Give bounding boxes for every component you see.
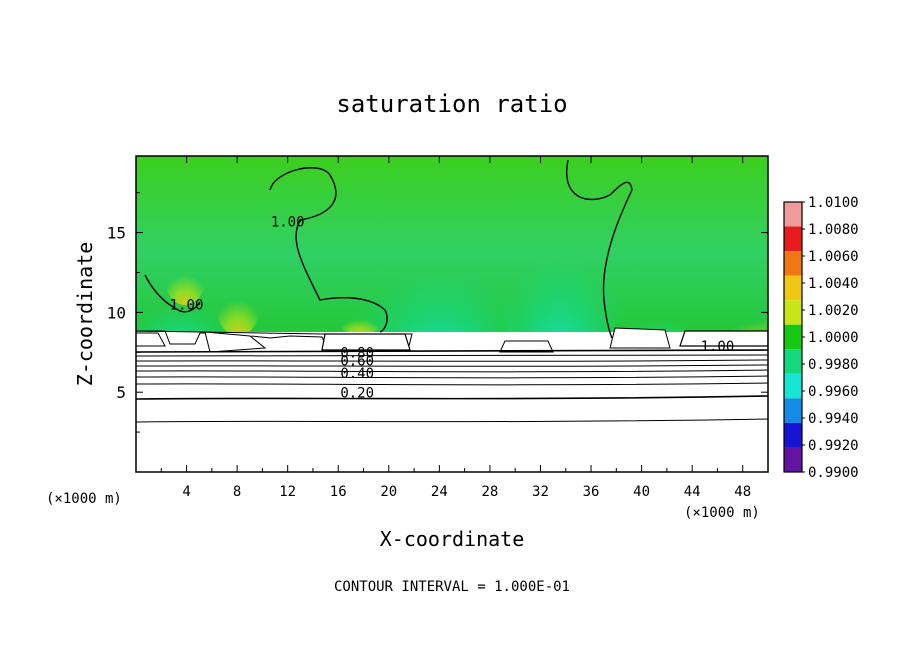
colorbar-swatch [784,422,802,448]
chart-title: saturation ratio [336,90,567,118]
x-tick-label: 4 [182,484,190,500]
cloud-bump-2 [321,333,411,351]
plot-frame [135,155,769,473]
colorbar-swatch [784,275,802,301]
y-axis-title: Z-coordinate [73,242,97,387]
contour-label: 0.80 [340,345,374,361]
x-tick-label: 20 [380,484,397,500]
x-tick-label: 36 [583,484,600,500]
colorbar-swatch [784,373,802,399]
x-tick-label: 24 [431,484,448,500]
x-axis-title: X-coordinate [380,527,525,551]
contour-label: 0.40 [340,366,374,382]
colorbar-label: 0.9920 [808,438,859,454]
colorbar-swatch [784,324,802,350]
colorbar: 1.0100 1.0080 1.0060 1.0040 1.0020 1.0000 0.99… [783,195,859,481]
colorbar-label: 1.0040 [808,276,859,292]
contour-interval-note: CONTOUR INTERVAL = 1.000E-01 [334,579,570,595]
colorbar-swatch [784,300,802,325]
y-tick-label: 10 [107,303,126,322]
cloud-bump-6 [204,331,267,353]
y-tick-label: 15 [107,224,126,243]
colorbar-label: 0.9900 [808,465,859,481]
colorbar-label: 1.0100 [808,195,859,211]
colorbar-swatch [784,447,802,472]
contour-label: 0.20 [340,385,374,401]
x-unit-left: (×1000 m) [46,491,122,507]
colorbar-label: 1.0060 [808,249,859,265]
colorbar-label: 0.9960 [808,384,859,400]
contour-label: 1.00 [701,339,735,355]
colorbar-label: 1.0080 [808,222,859,238]
contour-label: 1.00 [170,298,204,314]
contour-label: 0.60 [340,353,374,369]
x-tick-label: 32 [532,484,549,500]
x-tick-label: 16 [330,484,347,500]
x-tick-label: 48 [734,484,751,500]
x-unit-right: (×1000 m) [684,505,760,521]
x-tick-label: 8 [233,484,241,500]
colorbar-swatch [784,398,802,423]
cloud-bump-4 [609,327,671,349]
contour-labels: 1.00 1.00 1.00 0.20 0.400.600.80 [170,215,735,402]
cloud-bump-3 [499,340,554,353]
yellow-area-2 [165,255,205,305]
contour-lines [136,349,768,423]
contour-one [144,159,633,339]
yellow-area-1 [216,276,260,336]
y-tick-label: 5 [116,383,126,402]
plot-area [136,156,768,472]
colorbar-label: 0.9940 [808,411,859,427]
colorbar-swatch [784,202,802,227]
colorbar-label: 1.0020 [808,303,859,319]
cloud-bump-5 [679,330,768,347]
colorbar-label: 0.9980 [808,357,859,373]
colorbar-swatch [784,349,802,374]
x-tick-label: 12 [279,484,296,500]
contour-label: 1.00 [271,215,305,231]
x-tick-label: 44 [684,484,701,500]
colorbar-label: 1.0000 [808,330,859,346]
x-tick-label: 40 [633,484,650,500]
x-axis: 4 8 12 16 20 24 28 32 36 40 44 48 [160,156,751,500]
cloud-layer [136,332,768,472]
cloud-bump-1 [136,332,166,347]
x-tick-label: 28 [481,484,498,500]
colorbar-swatch [784,251,802,276]
yellow-area-3 [340,308,380,336]
colorbar-swatch [784,226,802,252]
y-axis: 5 10 15 [107,192,768,433]
